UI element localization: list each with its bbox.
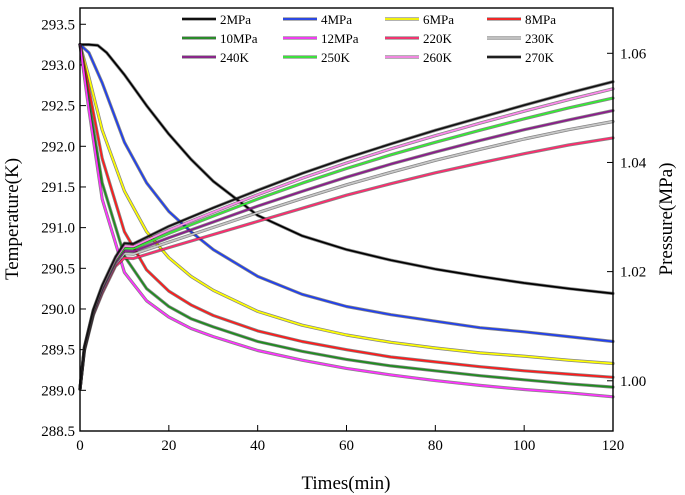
x-tick-label: 80 (428, 438, 443, 454)
y-left-tick-label: 291.5 (41, 180, 75, 196)
temperature-line-12MPa (79, 43, 614, 398)
y-left-axis-title: Temperature(K) (2, 158, 23, 280)
temperature-outline-8MPa (78, 43, 615, 379)
legend-label: 10MPa (220, 31, 258, 46)
temperature-line-10MPa (79, 43, 614, 388)
y-left-tick-label: 289.0 (41, 383, 75, 399)
y-left-tick-label: 292.5 (41, 99, 75, 115)
y-right-axis-title: Pressure(MPa) (656, 163, 677, 276)
legend-label: 250K (321, 50, 351, 65)
x-tick-label: 100 (513, 438, 536, 454)
y-left-tick-label: 290.5 (41, 261, 75, 277)
legend-label: 6MPa (423, 12, 454, 27)
y-left-tick-label: 293.5 (41, 17, 75, 33)
temperature-line-4MPa (79, 43, 614, 343)
legend-label: 270K (525, 50, 555, 65)
legend-label: 260K (423, 50, 453, 65)
legend-label: 220K (423, 31, 453, 46)
x-tick-label: 60 (339, 438, 354, 454)
y-left-tick-label: 292.0 (41, 139, 75, 155)
temperature-outline-12MPa (78, 43, 615, 399)
legend-label: 4MPa (321, 12, 352, 27)
legend-label: 2MPa (220, 12, 251, 27)
y-right-tick-label: 1.00 (620, 374, 646, 390)
plot-frame (79, 7, 614, 432)
x-tick-label: 0 (76, 438, 84, 454)
pressure-line-270K (79, 80, 614, 390)
x-tick-label: 40 (250, 438, 265, 454)
x-axis-title: Times(min) (301, 473, 390, 494)
y-left-tick-label: 289.5 (41, 343, 75, 359)
legend-label: 240K (220, 50, 250, 65)
y-left-tick-label: 291.0 (41, 221, 75, 237)
y-right-tick-label: 1.02 (620, 265, 646, 281)
x-tick-label: 20 (161, 438, 176, 454)
temperature-outline-4MPa (78, 43, 615, 344)
x-tick-label: 120 (602, 438, 625, 454)
legend-label: 230K (525, 31, 555, 46)
y-right-tick-label: 1.04 (620, 155, 647, 171)
y-left-tick-label: 288.5 (41, 424, 75, 440)
legend-label: 12MPa (321, 31, 359, 46)
temperature-outline-6MPa (78, 43, 615, 366)
legend-label: 8MPa (525, 12, 556, 27)
temperature-line-6MPa (79, 43, 614, 365)
y-right-tick-label: 1.06 (620, 46, 647, 62)
temperature-line-8MPa (79, 43, 614, 379)
y-left-tick-label: 290.0 (41, 302, 75, 318)
y-left-tick-label: 293.0 (41, 58, 75, 74)
